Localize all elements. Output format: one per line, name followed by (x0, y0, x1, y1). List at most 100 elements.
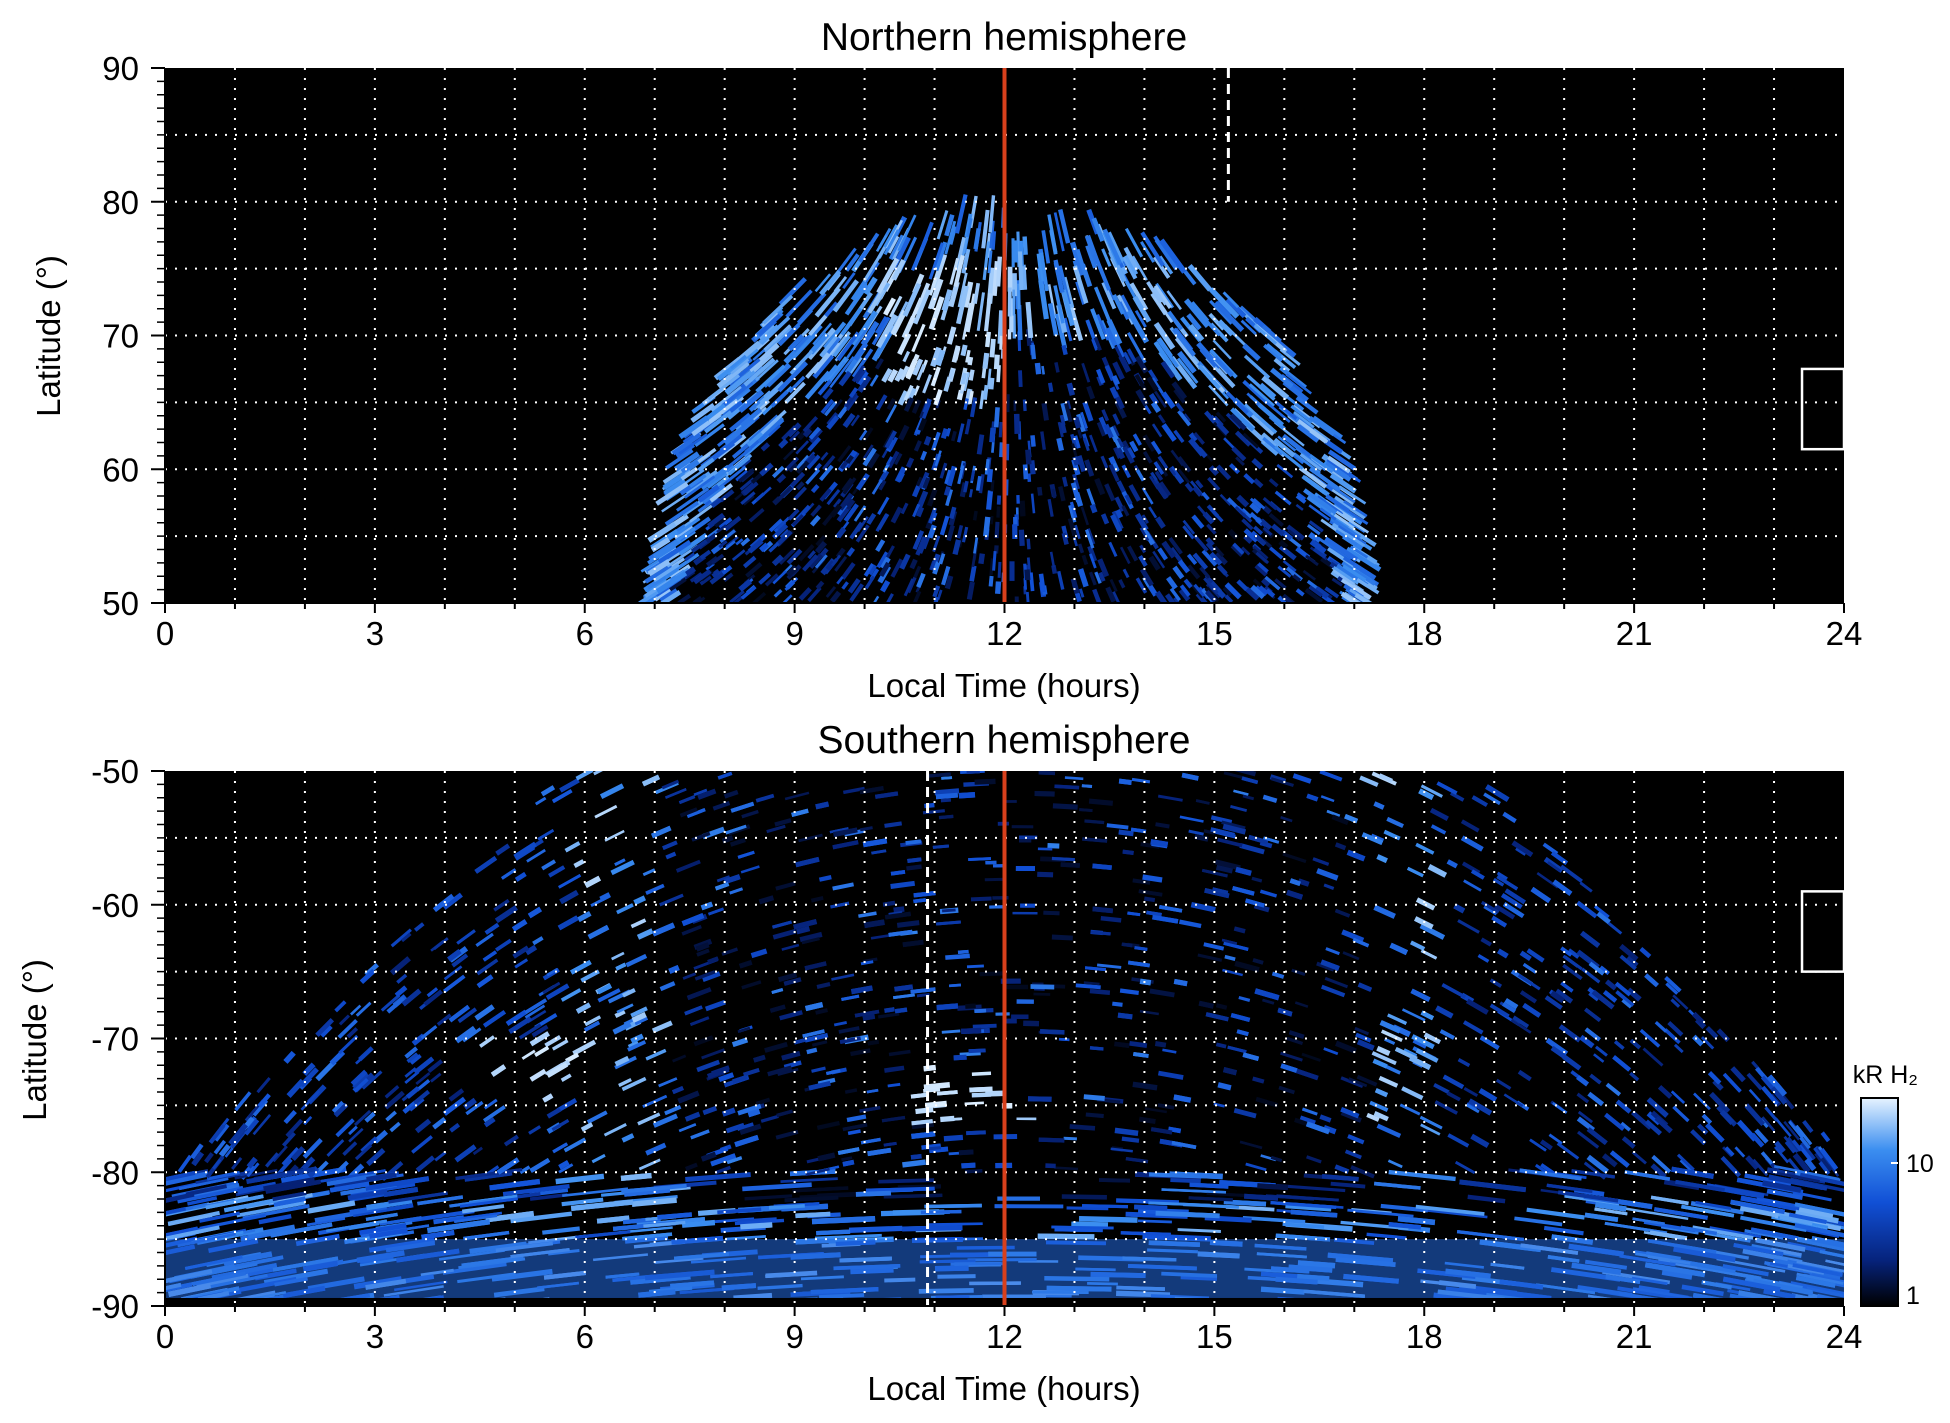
north-emission-streak (1041, 402, 1049, 421)
north-emission-streak (1088, 553, 1097, 569)
south-emission-streak (941, 1029, 961, 1034)
south-emission-streak (1436, 781, 1458, 795)
north-emission-streak (1273, 437, 1296, 458)
south-emission-streak (1691, 1011, 1705, 1025)
north-emission-streak (1034, 362, 1042, 375)
north-emission-streak (1166, 290, 1182, 311)
north-emission-streak (929, 281, 941, 308)
south-emission-streak (534, 1045, 550, 1057)
south-emission-streak (394, 985, 408, 998)
south-emission-streak (1078, 1216, 1138, 1223)
south-emission-streak (890, 880, 916, 889)
south-emission-streak (1774, 1146, 1789, 1164)
south-y-tick-label: -80 (91, 1154, 139, 1191)
south-emission-streak (621, 1133, 635, 1143)
south-emission-streak (1139, 1009, 1159, 1016)
south-emission-streak (696, 1059, 720, 1073)
north-emission-streak (1153, 255, 1171, 279)
north-emission-streak (1112, 361, 1125, 381)
south-emission-streak (1223, 1199, 1267, 1207)
south-emission-streak (678, 795, 696, 805)
south-emission-streak (1415, 1048, 1439, 1063)
north-emission-streak (1072, 265, 1089, 304)
north-emission-streak (1076, 455, 1087, 473)
south-emission-streak (1347, 1134, 1365, 1145)
north-emission-streak (871, 478, 883, 495)
south-emission-streak (315, 1059, 337, 1082)
north-emission-streak (1076, 413, 1086, 433)
south-emission-streak (1239, 1140, 1263, 1150)
south-emission-streak (1442, 1074, 1465, 1090)
north-emission-streak (787, 508, 800, 521)
south-emission-streak (1149, 988, 1175, 998)
north-emission-streak (917, 417, 928, 432)
north-emission-streak (1139, 544, 1147, 554)
south-emission-streak (685, 1162, 698, 1171)
south-emission-streak (1719, 1109, 1735, 1126)
south-emission-streak (1605, 1082, 1622, 1097)
north-emission-streak (1146, 376, 1159, 392)
north-emission-streak (1201, 491, 1210, 501)
north-emission-streak (930, 512, 938, 522)
north-emission-streak (867, 288, 886, 314)
south-emission-streak (1632, 1217, 1665, 1226)
south-emission-streak (685, 1172, 751, 1182)
south-emission-streak (355, 1143, 373, 1161)
south-emission-streak (734, 1134, 759, 1148)
south-emission-streak (603, 1123, 627, 1137)
south-emission-streak (766, 824, 786, 834)
south-emission-streak (1471, 795, 1488, 807)
south-emission-streak (463, 1230, 510, 1241)
south-emission-streak (503, 1134, 519, 1147)
north-emission-streak (1073, 416, 1082, 429)
south-emission-streak (434, 1151, 447, 1162)
south-emission-streak (1429, 807, 1449, 821)
south-emission-streak (1282, 1222, 1325, 1229)
south-emission-streak (1519, 950, 1532, 961)
south-emission-streak (1171, 1140, 1197, 1150)
south-emission-streak (804, 961, 827, 971)
south-emission-streak (1804, 1157, 1817, 1172)
north-emission-streak (1080, 411, 1088, 429)
north-emission-streak (684, 475, 716, 499)
south-emission-streak (1037, 1233, 1095, 1240)
south-emission-streak (878, 1178, 935, 1184)
north-emission-streak (740, 585, 757, 600)
south-emission-streak (1312, 857, 1330, 866)
south-x-tick-label: 18 (1406, 1318, 1443, 1355)
south-emission-streak (212, 1158, 222, 1170)
south-emission-streak (1293, 1068, 1319, 1081)
north-emission-streak (1089, 503, 1098, 514)
north-emission-streak (1119, 546, 1131, 565)
north-emission-streak (1016, 283, 1021, 310)
north-emission-streak (1260, 438, 1280, 456)
south-emission-streak (244, 1118, 260, 1136)
north-emission-streak (1186, 313, 1202, 331)
north-emission-streak (1107, 426, 1120, 443)
south-emission-streak (1181, 772, 1199, 781)
south-emission-streak (1550, 990, 1565, 1004)
north-emission-streak (1036, 268, 1043, 289)
south-emission-streak (769, 1004, 786, 1013)
south-emission-streak (1301, 1107, 1318, 1116)
south-emission-streak (1441, 983, 1467, 999)
south-emission-streak (630, 918, 647, 929)
north-emission-streak (1209, 551, 1223, 566)
south-emission-streak (451, 953, 469, 968)
south-emission-streak (833, 827, 858, 838)
south-emission-streak (958, 792, 976, 799)
south-emission-streak (413, 922, 425, 932)
south-emission-streak (208, 1123, 226, 1144)
north-emission-streak (1292, 574, 1302, 583)
south-emission-streak (537, 828, 555, 841)
north-emission-streak (894, 367, 905, 382)
north-emission-streak (1242, 432, 1260, 449)
north-emission-streak (673, 451, 700, 472)
south-emission-streak (270, 1222, 333, 1238)
south-emission-streak (1373, 904, 1396, 919)
south-emission-streak (1768, 1174, 1823, 1191)
south-emission-streak (969, 1086, 993, 1093)
south-emission-streak (734, 1218, 785, 1226)
north-emission-streak (1082, 437, 1090, 452)
south-emission-streak (1242, 794, 1255, 801)
